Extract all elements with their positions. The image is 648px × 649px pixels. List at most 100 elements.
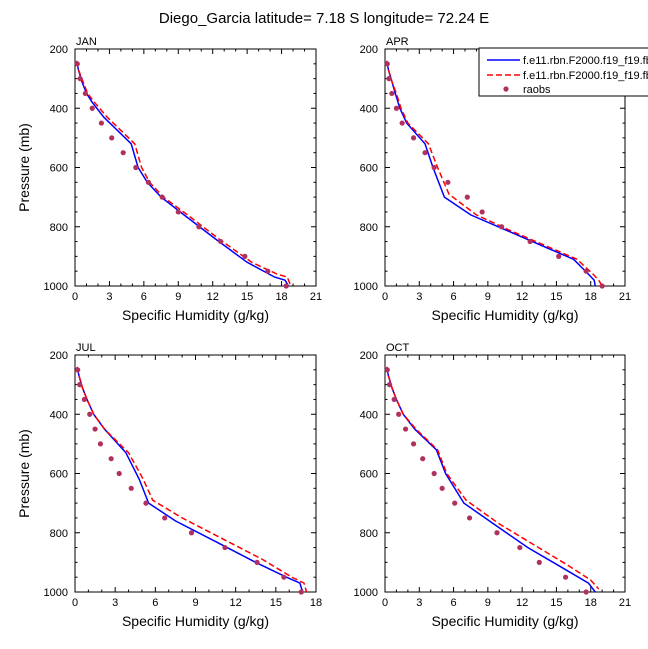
y-tick-label: 800 — [360, 528, 378, 540]
raobs-point — [431, 164, 437, 171]
y-tick-label: 800 — [50, 222, 68, 234]
y-axis-label: Pressure (mb) — [16, 123, 32, 212]
raobs-point — [89, 105, 95, 111]
raobs-point — [536, 559, 542, 565]
y-axis-label: Pressure (mb) — [16, 429, 32, 518]
y-tick-label: 200 — [50, 44, 68, 56]
panel-jan: 0 3 6 9 12 15 18 21 200 400 600 800 1000 JAN Specific … — [16, 36, 322, 323]
x-tick-label: 6 — [451, 291, 457, 303]
raobs-point — [81, 396, 87, 403]
raobs-point — [599, 283, 605, 289]
x-tick-label: 21 — [619, 291, 631, 303]
x-tick-label: 0 — [382, 597, 388, 609]
y-tick-label: 200 — [360, 350, 378, 362]
series-line-test8 — [385, 366, 600, 590]
x-tick-label: 15 — [550, 597, 562, 609]
raobs-point — [116, 470, 122, 477]
legend-label-test9: f.e11.rbn.F2000.f19_f19.fb100.cam5.test9 — [523, 55, 648, 67]
raobs-point — [281, 574, 287, 580]
raobs-point — [386, 382, 393, 388]
x-tick-label: 21 — [619, 597, 631, 609]
x-tick-label: 12 — [230, 597, 242, 609]
raobs-point — [283, 283, 289, 289]
raobs-point — [384, 61, 390, 67]
raobs-point — [389, 90, 395, 97]
legend-label-raobs: raobs — [523, 84, 551, 96]
x-tick-label: 6 — [141, 291, 147, 303]
y-tick-label: 800 — [360, 222, 378, 234]
x-tick-label: 15 — [270, 597, 282, 609]
x-tick-label: 9 — [192, 597, 198, 609]
y-tick-label: 400 — [50, 103, 68, 115]
y-tick-label: 200 — [360, 44, 378, 56]
series-line-test9 — [385, 366, 596, 593]
panel-apr: 0 3 6 9 12 15 18 21 200 400 600 800 1000 APR Specific … — [354, 36, 632, 323]
panel-label: JAN — [76, 36, 97, 48]
x-tick-label: 15 — [550, 291, 562, 303]
panel-label: APR — [386, 36, 409, 48]
x-tick-label: 0 — [382, 291, 388, 303]
panel-oct: 0 3 6 9 12 15 18 21 200 400 600 800 1000 OCT Specific … — [354, 342, 632, 629]
raobs-point — [298, 589, 304, 595]
y-tick-label: 1000 — [44, 587, 68, 599]
raobs-point — [556, 253, 562, 259]
x-tick-label: 0 — [72, 291, 78, 303]
x-tick-label: 9 — [175, 291, 181, 303]
raobs-point — [254, 559, 260, 565]
raobs-point — [75, 367, 81, 373]
x-tick-label: 18 — [585, 597, 597, 609]
x-axis-label: Specific Humidity (g/kg) — [122, 613, 269, 629]
raobs-point — [175, 209, 181, 215]
x-tick-label: 15 — [241, 291, 253, 303]
raobs-point — [196, 224, 202, 230]
y-tick-label: 1000 — [354, 587, 378, 599]
raobs-point — [82, 90, 88, 97]
raobs-point — [109, 135, 115, 141]
y-tick-label: 1000 — [354, 281, 378, 293]
y-tick-label: 400 — [360, 409, 378, 421]
panel-jul: 0 3 6 9 12 15 18 200 400 600 800 1000 JUL Specific Hu… — [16, 342, 322, 629]
raobs-point — [265, 268, 271, 274]
y-tick-label: 600 — [360, 163, 378, 175]
y-tick-label: 600 — [50, 469, 68, 481]
raobs-point — [494, 530, 500, 536]
x-tick-label: 6 — [152, 597, 158, 609]
y-tick-label: 800 — [50, 528, 68, 540]
x-tick-label: 18 — [310, 597, 322, 609]
raobs-point — [384, 367, 390, 373]
raobs-point — [402, 426, 409, 432]
x-tick-label: 6 — [451, 597, 457, 609]
plot-frame — [74, 354, 317, 593]
legend-label-test8: f.e11.rbn.F2000.f19_f19.fb100.cam5.test8 — [523, 70, 648, 82]
raobs-point — [74, 61, 80, 67]
raobs-point — [128, 485, 134, 491]
plot-frame — [384, 354, 626, 593]
series-line-test9 — [75, 60, 290, 287]
raobs-point — [77, 76, 83, 82]
x-tick-label: 18 — [585, 291, 597, 303]
raobs-point — [422, 150, 428, 156]
x-tick-label: 9 — [485, 291, 491, 303]
raobs-point — [242, 253, 248, 259]
raobs-point — [445, 179, 451, 185]
panel-label: OCT — [386, 342, 410, 354]
raobs-point — [396, 411, 402, 417]
raobs-point — [527, 238, 533, 245]
raobs-point — [420, 456, 426, 462]
x-tick-label: 3 — [416, 291, 422, 303]
y-tick-label: 200 — [50, 350, 68, 362]
raobs-point — [410, 135, 417, 141]
raobs-point — [452, 500, 458, 506]
raobs-point — [393, 105, 400, 111]
raobs-point — [188, 530, 195, 536]
x-tick-label: 0 — [72, 597, 78, 609]
raobs-point — [562, 574, 569, 580]
raobs-point — [92, 426, 98, 432]
raobs-point — [439, 485, 445, 491]
plot-frame — [74, 48, 317, 287]
raobs-point — [583, 589, 589, 595]
raobs-point — [479, 209, 485, 215]
raobs-point — [143, 500, 149, 506]
raobs-point — [498, 224, 505, 230]
